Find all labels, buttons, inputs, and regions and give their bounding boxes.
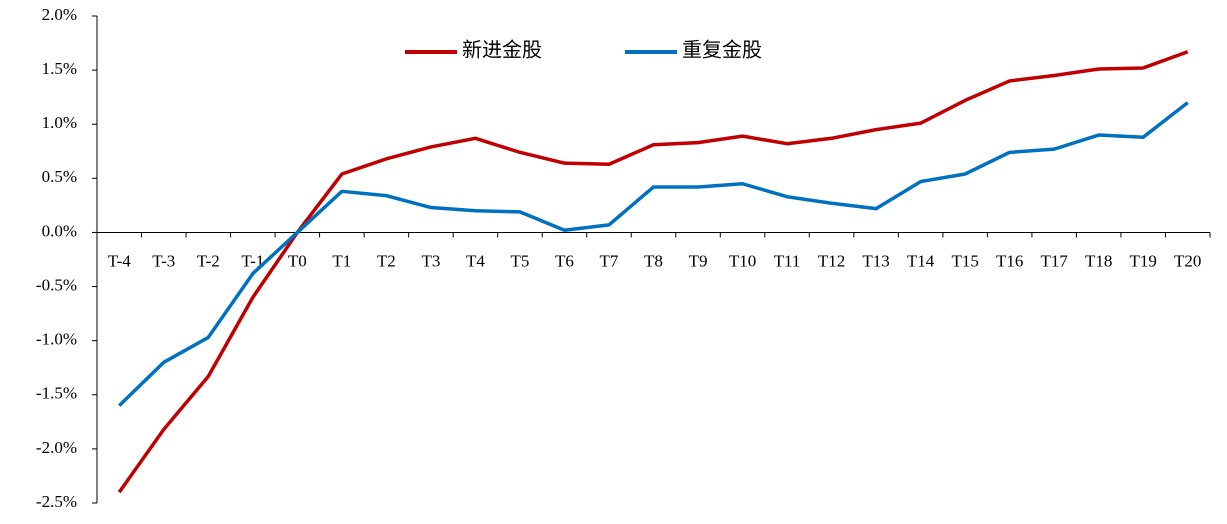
y-tick-label: 1.5% bbox=[42, 59, 77, 78]
x-tick-label: T0 bbox=[288, 251, 307, 270]
series-line bbox=[117, 50, 1189, 494]
y-tick-label: 2.0% bbox=[42, 5, 77, 24]
x-tick-label: T14 bbox=[907, 251, 935, 270]
x-tick-label: T17 bbox=[1040, 251, 1068, 270]
x-tick-label: T15 bbox=[951, 251, 978, 270]
x-tick-label: T7 bbox=[600, 251, 619, 270]
x-tick-label: T-3 bbox=[152, 251, 175, 270]
legend-label: 重复金股 bbox=[682, 39, 762, 62]
y-tick-label: 0.5% bbox=[42, 167, 77, 186]
x-tick-label: T10 bbox=[729, 251, 756, 270]
y-tick-label: -2.5% bbox=[36, 492, 77, 511]
x-tick-label: T13 bbox=[862, 251, 889, 270]
x-tick-label: T19 bbox=[1130, 251, 1157, 270]
x-tick-label: T4 bbox=[466, 251, 485, 270]
x-tick-label: T12 bbox=[818, 251, 845, 270]
x-tick-label: T-2 bbox=[197, 251, 220, 270]
x-tick-label: T3 bbox=[421, 251, 440, 270]
x-tick-label: T6 bbox=[555, 251, 574, 270]
y-tick-label: -1.0% bbox=[36, 330, 77, 349]
x-tick-label: T-4 bbox=[108, 251, 131, 270]
x-tick-label: T16 bbox=[996, 251, 1023, 270]
x-tick-label: T20 bbox=[1174, 251, 1201, 270]
y-tick-label: 1.0% bbox=[42, 113, 77, 132]
x-tick-label: T8 bbox=[644, 251, 663, 270]
series-line bbox=[118, 101, 1189, 407]
x-tick-label: T18 bbox=[1085, 251, 1112, 270]
y-tick-label: 0.0% bbox=[42, 221, 77, 240]
y-tick-label: -1.5% bbox=[36, 384, 77, 403]
x-tick-label: T2 bbox=[377, 251, 396, 270]
legend-label: 新进金股 bbox=[462, 39, 542, 62]
x-tick-label: T11 bbox=[774, 251, 801, 270]
x-tick-label: T5 bbox=[510, 251, 529, 270]
x-tick-label: T1 bbox=[332, 251, 351, 270]
y-tick-label: -2.0% bbox=[36, 438, 77, 457]
x-tick-label: T9 bbox=[689, 251, 708, 270]
x-tick-label: T-1 bbox=[241, 251, 264, 270]
y-tick-label: -0.5% bbox=[36, 275, 77, 294]
